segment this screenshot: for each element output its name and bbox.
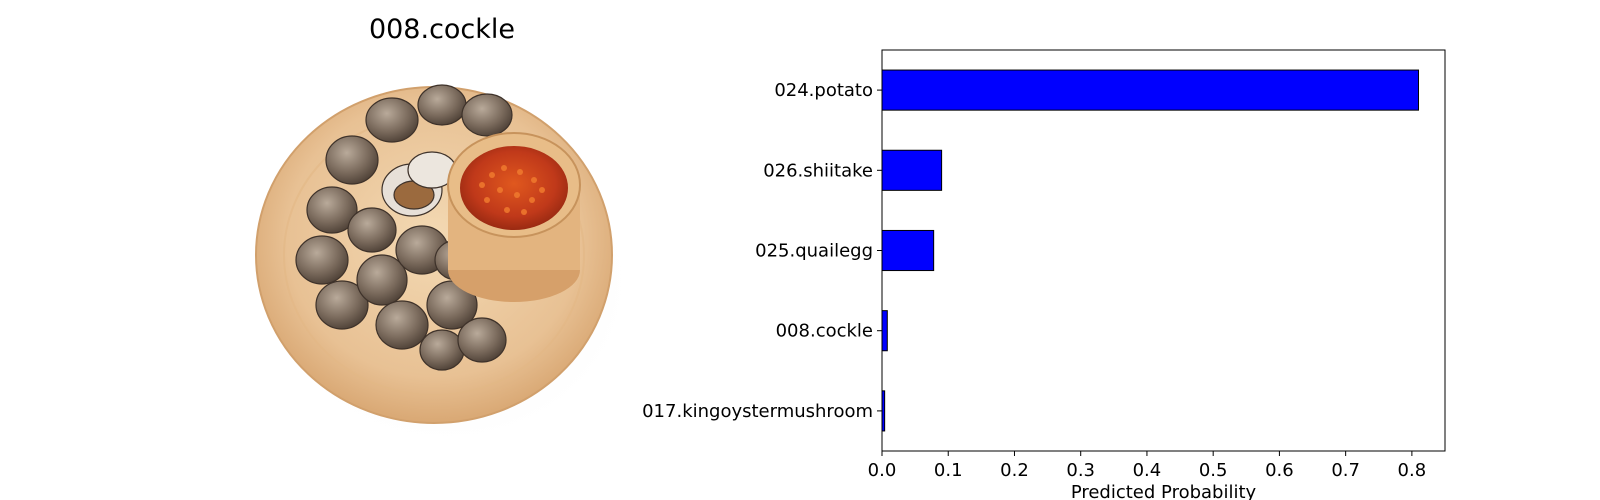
bar-008.cockle bbox=[881, 310, 888, 352]
image-title: 008.cockle bbox=[368, 14, 516, 45]
bar-025.quailegg bbox=[881, 229, 935, 272]
x-tick-label: 0.4 bbox=[1133, 460, 1162, 481]
x-tick-label: 0.6 bbox=[1265, 460, 1294, 481]
x-axis-ticks: 0.0 0.1 0.2 0.3 0.4 0.5 0.6 0.7 0.8 bbox=[868, 451, 1427, 481]
y-axis-ticks: 024.potato 026.shiitake 025.quailegg 008.co… bbox=[642, 80, 882, 422]
sauce-bowl bbox=[447, 132, 581, 302]
x-tick-label: 0.8 bbox=[1398, 460, 1427, 481]
x-tick-label: 0.7 bbox=[1331, 460, 1360, 481]
x-tick-label: 0.0 bbox=[868, 460, 897, 481]
x-tick-label: 0.2 bbox=[1000, 460, 1029, 481]
x-tick-label: 0.3 bbox=[1066, 460, 1095, 481]
bar-026.shiitake bbox=[881, 149, 943, 191]
bars bbox=[881, 69, 1420, 432]
x-tick-label: 0.1 bbox=[934, 460, 963, 481]
y-tick-label: 008.cockle bbox=[776, 321, 873, 342]
bar-017.kingoystermushroom bbox=[881, 390, 886, 432]
bar-024.potato bbox=[881, 69, 1420, 111]
x-tick-label: 0.5 bbox=[1199, 460, 1228, 481]
y-tick-label: 017.kingoystermushroom bbox=[642, 401, 873, 422]
cockle-dish-photo bbox=[255, 84, 637, 450]
x-axis-label: Predicted Probability bbox=[1071, 482, 1257, 500]
cockle-shells bbox=[295, 84, 513, 371]
y-tick-label: 024.potato bbox=[774, 80, 873, 101]
axes-frame bbox=[881, 49, 1446, 452]
y-tick-label: 026.shiitake bbox=[763, 160, 873, 181]
y-tick-label: 025.quailegg bbox=[755, 241, 873, 262]
